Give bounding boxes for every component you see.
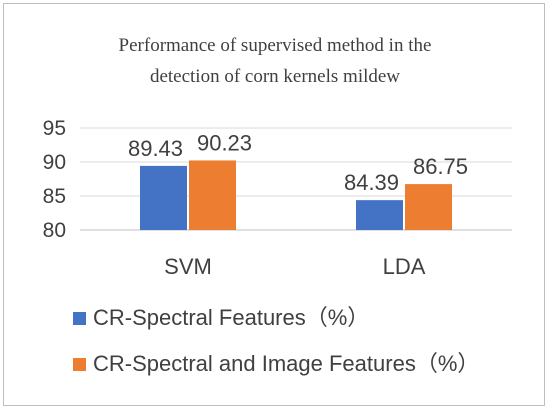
data-label: 89.43 [128,136,183,161]
y-tick-label: 80 [43,219,66,242]
bar [189,160,236,230]
bars [140,160,452,230]
chart-frame [3,3,545,406]
legend-swatch [73,358,86,371]
bar [405,184,452,230]
legend: CR-Spectral Features（%） CR-Spectral and I… [73,305,479,376]
data-label: 86.75 [413,154,468,179]
y-axis-ticks: 80 85 90 95 [43,117,66,242]
y-tick-label: 95 [43,117,66,140]
bar [140,165,187,230]
legend-label: CR-Spectral Features（%） [93,305,369,330]
bar [356,200,403,230]
chart-title-line-2: detection of corn kernels mildew [150,66,400,87]
legend-label: CR-Spectral and Image Features（%） [93,351,479,376]
chart-title-line-1: Performance of supervised method in the [119,35,432,56]
data-label: 84.39 [344,170,399,195]
x-axis-categories: SVM LDA [164,254,426,279]
data-label: 90.23 [197,130,252,155]
data-labels: 89.43 90.23 84.39 86.75 [128,130,468,195]
legend-swatch [73,312,86,325]
x-category-label: SVM [164,254,212,279]
y-tick-label: 90 [43,151,66,174]
x-category-label: LDA [383,254,426,279]
y-tick-label: 85 [43,185,66,208]
